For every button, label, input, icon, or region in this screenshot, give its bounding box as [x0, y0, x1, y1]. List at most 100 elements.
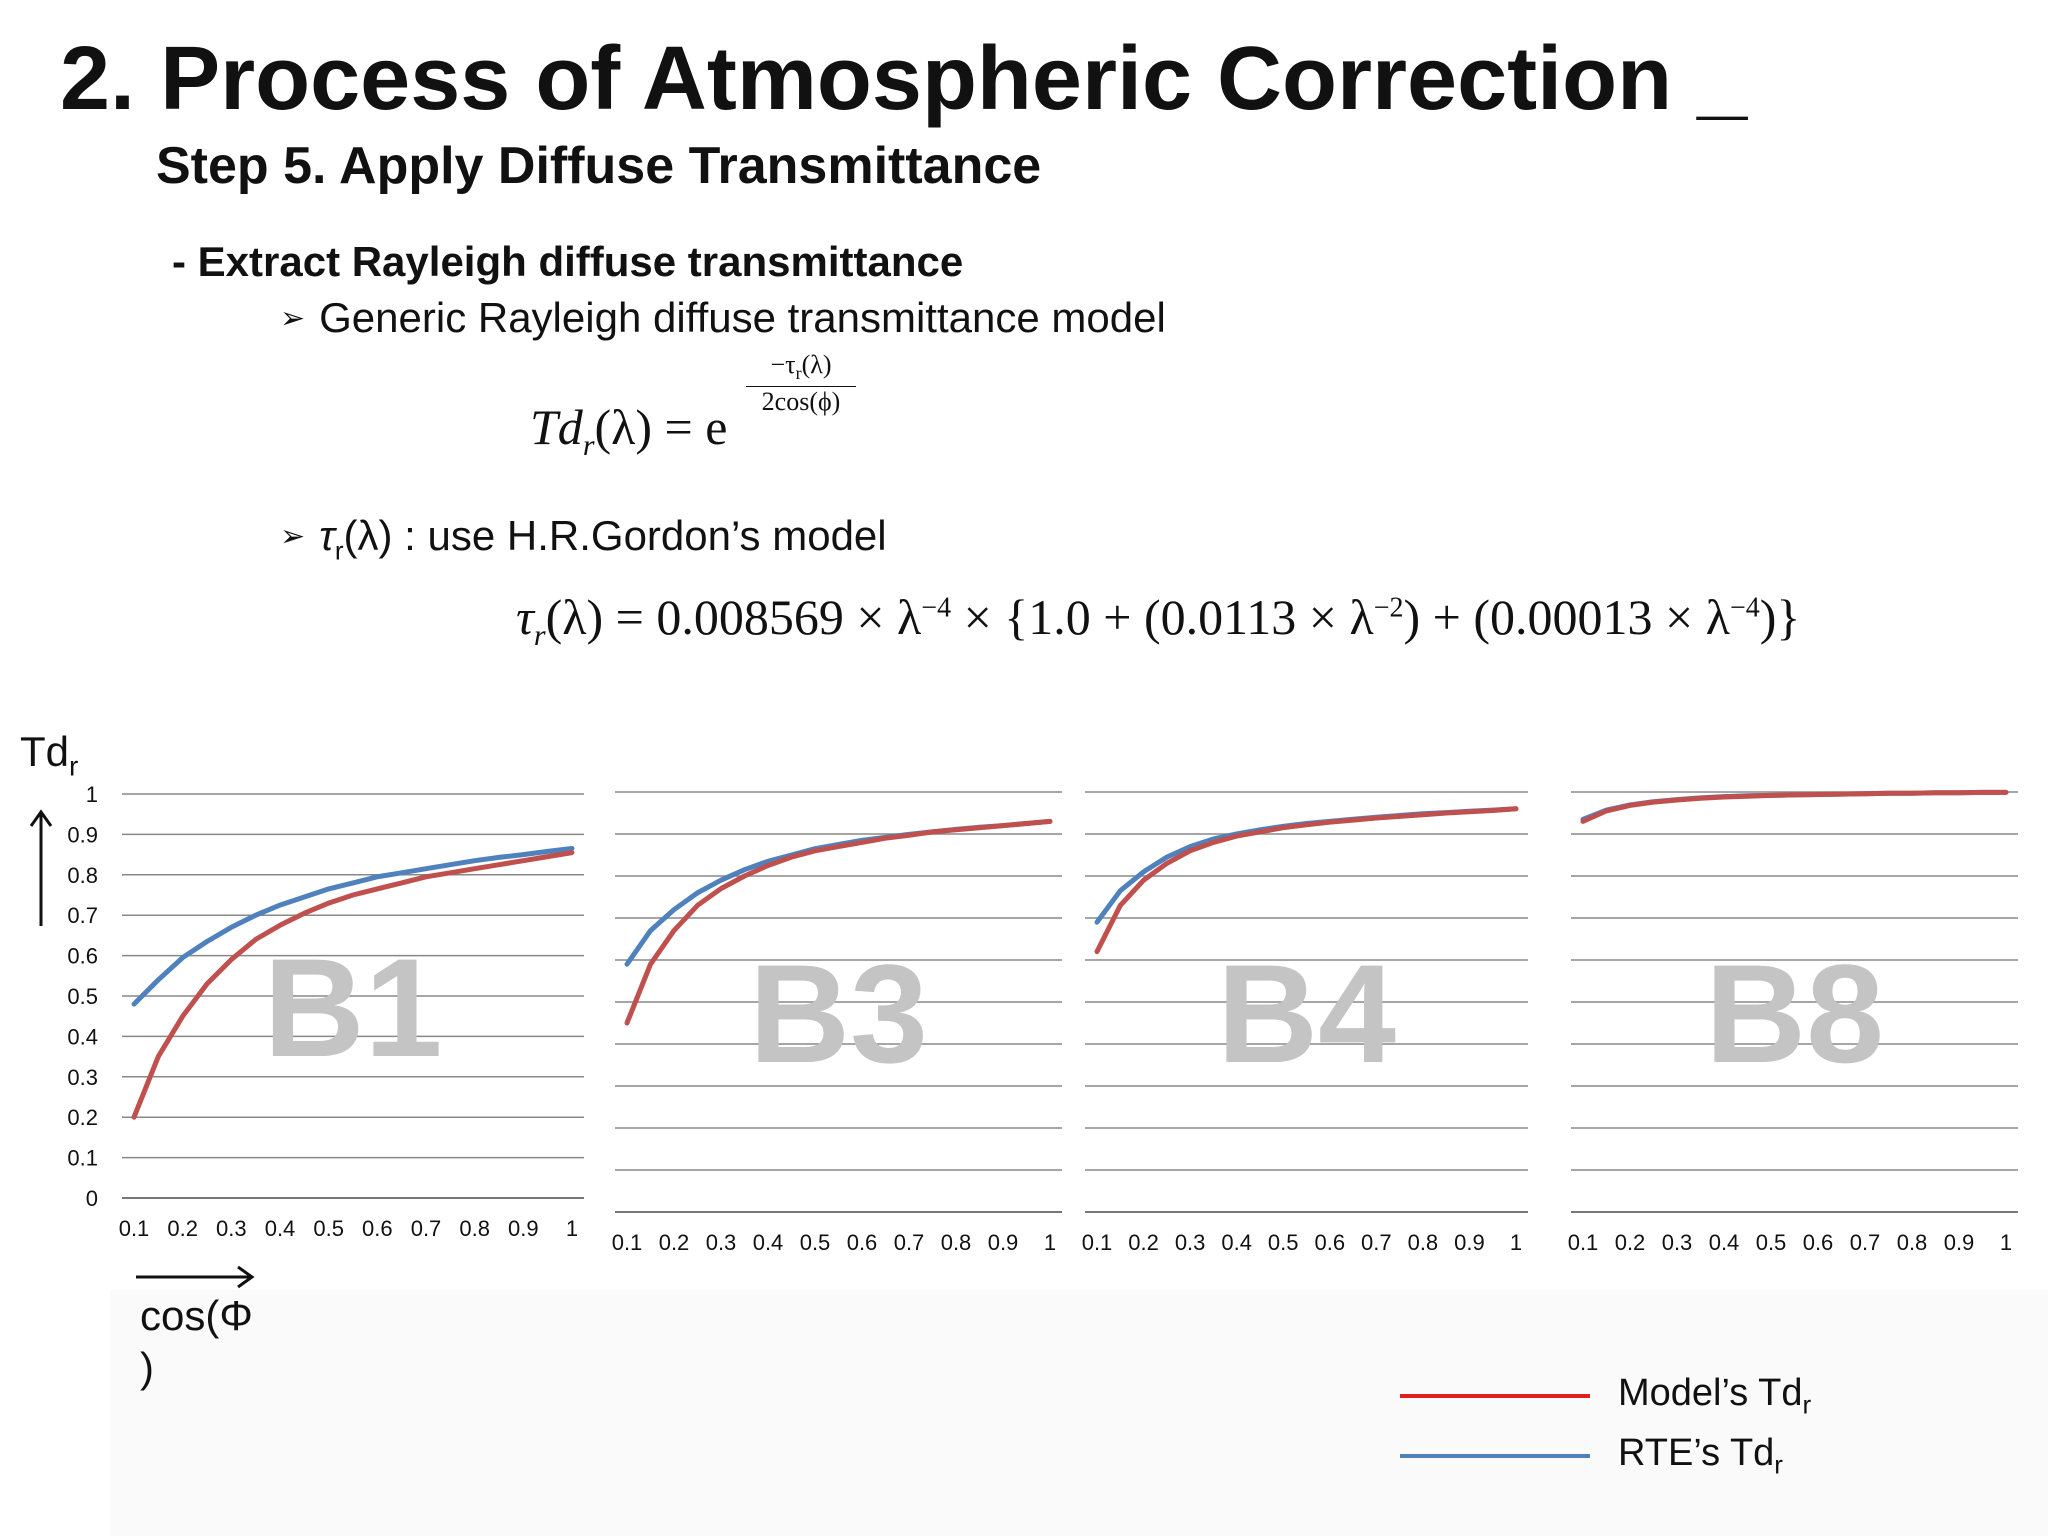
x-axis-title: cos(Φ )	[140, 1290, 253, 1394]
x-tick-label: 0.2	[659, 1230, 690, 1255]
formula2-part-a: (λ) = 0.008569 × λ	[545, 589, 922, 645]
series-line-model	[624, 818, 1053, 1026]
x-tick-label: 0.9	[988, 1230, 1019, 1255]
x-tick-label: 0.4	[265, 1216, 296, 1241]
x-tick-label: 0.8	[1408, 1230, 1439, 1255]
formula2-tau-sub: r	[533, 619, 546, 652]
y-tick-label: 0.5	[67, 984, 98, 1009]
x-tick-label: 0.3	[216, 1216, 247, 1241]
x-tick-label: 0.1	[612, 1230, 643, 1255]
legend-label-model: Model’s Tdr	[1618, 1371, 1812, 1420]
formula1-numerator-sub: r	[795, 363, 802, 384]
legend-item-model: Model’s Tdr	[1400, 1366, 1811, 1426]
y-tick-label: 1	[86, 782, 98, 807]
x-tick-label: 0.5	[800, 1230, 831, 1255]
x-tick-label: 0.9	[1944, 1230, 1975, 1255]
formula1-lhs-arg: (λ) = e	[594, 399, 728, 455]
formula2-part-d: )}	[1759, 589, 1801, 645]
x-tick-label: 0.4	[1709, 1230, 1740, 1255]
x-tick-label: 0.7	[411, 1216, 442, 1241]
formula1-denominator: 2cos(ϕ)	[761, 387, 841, 417]
x-tick-label: 0.6	[1314, 1230, 1345, 1255]
slide-footer-area	[110, 1290, 2048, 1536]
x-tick-label: 0.4	[753, 1230, 784, 1255]
x-tick-label: 0.3	[706, 1230, 737, 1255]
x-axis-arrow-icon	[136, 1265, 255, 1289]
x-tick-label: 0.1	[119, 1216, 150, 1241]
formula1-exponent: −τr(λ) 2cos(ϕ)	[746, 350, 856, 417]
series-line-model	[131, 850, 575, 1120]
bullet-tau: τ	[319, 512, 335, 559]
x-tick-label: 0.3	[1662, 1230, 1693, 1255]
panel-label: B3	[749, 935, 928, 1092]
series-line-rte	[131, 846, 575, 1007]
x-tick-label: 0.4	[1221, 1230, 1252, 1255]
legend-swatch-rte	[1400, 1454, 1590, 1458]
x-tick-label: 0.7	[1850, 1230, 1881, 1255]
y-tick-label: 0.4	[67, 1024, 98, 1049]
legend: Model’s Tdr RTE’s Tdr	[1400, 1366, 1811, 1486]
x-tick-label: 1	[1510, 1230, 1522, 1255]
x-tick-label: 0.6	[362, 1216, 393, 1241]
formula2-part-b: × {1.0 + (0.0113 × λ	[951, 589, 1374, 645]
formula-diffuse-transmittance: Tdr(λ) = e	[530, 398, 727, 463]
y-tick-label: 0.9	[67, 822, 98, 847]
x-tick-label: 0.9	[508, 1216, 539, 1241]
legend-label-rte: RTE’s Tdr	[1618, 1431, 1783, 1480]
formula1-numerator-arg: (λ)	[801, 350, 832, 379]
formula2-exp-b: −2	[1373, 592, 1404, 624]
x-tick-label: 0.1	[1568, 1230, 1599, 1255]
x-tick-label: 0.5	[1268, 1230, 1299, 1255]
y-tick-label: 0.1	[67, 1146, 98, 1171]
y-axis-arrow-icon	[29, 809, 53, 926]
formula2-exp-a: −4	[921, 592, 952, 624]
legend-swatch-model	[1400, 1394, 1590, 1398]
x-tick-label: 1	[566, 1216, 578, 1241]
x-tick-label: 0.5	[313, 1216, 344, 1241]
x-tick-label: 0.7	[1361, 1230, 1392, 1255]
y-tick-label: 0	[86, 1186, 98, 1211]
x-axis-title-line2: )	[140, 1344, 154, 1391]
y-tick-label: 0.7	[67, 903, 98, 928]
panel-label: B4	[1217, 935, 1396, 1092]
chart-area: B1 0 0.1 0.2 0.3 0.4 0.5 0.6 0.7 0.8 0.9 1 0.1 0.2 0.3…	[67, 782, 2018, 1255]
x-tick-label: 0.2	[1615, 1230, 1646, 1255]
legend-item-rte: RTE’s Tdr	[1400, 1426, 1811, 1486]
formula1-lhs: Td	[530, 399, 583, 455]
y-tick-label: 0.2	[67, 1105, 98, 1130]
x-tick-label: 0.3	[1175, 1230, 1206, 1255]
x-tick-label: 0.9	[1454, 1230, 1485, 1255]
bullet-gordon-model: ➢ τr(λ) : use H.R.Gordon’s model	[280, 512, 887, 566]
formula-rayleigh-optical-thickness: τr(λ) = 0.008569 × λ−4 × {1.0 + (0.0113 …	[516, 588, 1800, 653]
panel-label: B8	[1705, 935, 1884, 1092]
section-heading: - Extract Rayleigh diffuse transmittance	[172, 238, 964, 285]
formula1-lhs-sub: r	[582, 429, 595, 462]
slide-subtitle: Step 5. Apply Diffuse Transmittance	[156, 137, 1042, 195]
x-tick-label: 0.5	[1756, 1230, 1787, 1255]
series-line-model	[1580, 789, 2009, 824]
x-tick-label: 0.1	[1082, 1230, 1113, 1255]
y-axis-title: Tdr	[20, 728, 78, 782]
y-tick-label: 0.6	[67, 944, 98, 969]
x-tick-label: 0.7	[894, 1230, 925, 1255]
bullet-tau-sub: r	[334, 535, 344, 566]
y-axis-title-sub: r	[69, 750, 79, 782]
x-tick-label: 0.2	[167, 1216, 198, 1241]
x-tick-label: 0.8	[941, 1230, 972, 1255]
formula1-numerator: −τr(λ)	[746, 350, 856, 388]
x-axis-title-line1: cos(Φ	[140, 1292, 253, 1339]
x-tick-label: 0.8	[1897, 1230, 1928, 1255]
bullet-gordon-model-text: (λ) : use H.R.Gordon’s model	[343, 512, 887, 559]
x-tick-label: 1	[2000, 1230, 2012, 1255]
arrow-bullet-icon: ➢	[280, 520, 306, 553]
x-tick-label: 0.2	[1128, 1230, 1159, 1255]
panel-label: B1	[264, 929, 443, 1086]
x-tick-label: 0.6	[847, 1230, 878, 1255]
arrow-bullet-icon: ➢	[280, 302, 306, 335]
slide-title: 2. Process of Atmospheric Correction _	[60, 29, 1748, 129]
formula2-part-c: ) + (0.00013 × λ	[1403, 589, 1730, 645]
formula2-exp-c: −4	[1729, 592, 1760, 624]
y-tick-label: 0.3	[67, 1065, 98, 1090]
series-line-model	[1094, 806, 1519, 955]
y-tick-label: 0.8	[67, 863, 98, 888]
